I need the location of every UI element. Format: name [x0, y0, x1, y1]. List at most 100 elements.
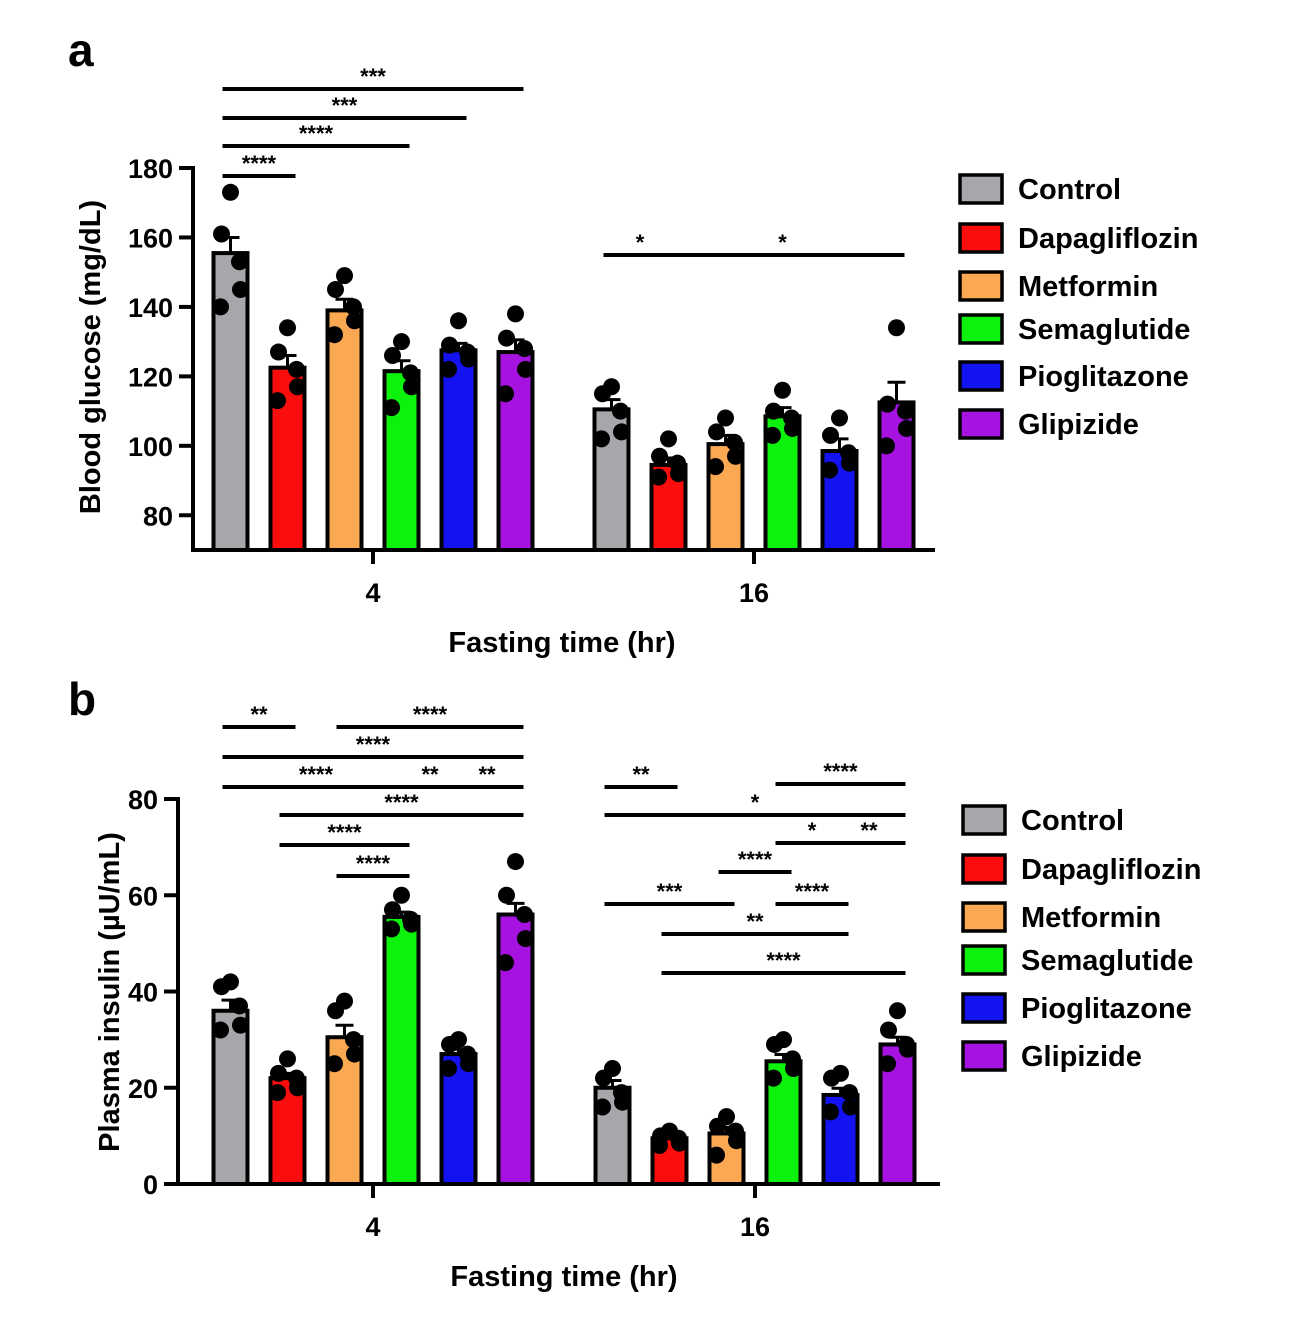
- significance-label: ****: [299, 762, 334, 787]
- data-point: [821, 461, 838, 479]
- bar: [325, 308, 364, 552]
- y-tick-label: 20: [128, 1074, 158, 1104]
- legend-label: Metformin: [1018, 271, 1158, 303]
- data-point: [383, 920, 400, 938]
- significance-label: **: [632, 762, 650, 787]
- x-axis-title: Fasting time (hr): [450, 1261, 677, 1293]
- significance-label: ****: [356, 732, 391, 757]
- data-point: [288, 360, 305, 378]
- data-point: [460, 1055, 477, 1073]
- significance-label: ****: [766, 948, 801, 973]
- bar: [439, 348, 478, 552]
- x-tick-label: 16: [740, 1212, 770, 1242]
- significance-label: ****: [356, 851, 391, 876]
- y-tick-label: 100: [128, 432, 173, 462]
- legend-label: Control: [1021, 805, 1124, 837]
- data-point: [289, 1079, 306, 1097]
- legend-swatch: [961, 901, 1007, 933]
- data-point: [384, 901, 401, 919]
- data-point: [660, 430, 677, 448]
- x-tick-label: 4: [365, 1212, 380, 1242]
- data-point: [232, 281, 249, 299]
- data-point: [289, 378, 306, 396]
- data-point: [346, 1045, 363, 1063]
- data-point: [595, 1069, 612, 1087]
- data-point: [213, 978, 230, 996]
- data-point: [707, 458, 724, 476]
- data-point: [327, 1002, 344, 1020]
- data-point: [879, 1055, 896, 1073]
- data-point: [517, 360, 534, 378]
- data-point: [774, 381, 791, 399]
- data-point: [403, 378, 420, 396]
- significance-label: **: [250, 702, 268, 727]
- bar: [496, 350, 535, 552]
- legend-swatch: [961, 944, 1007, 976]
- significance-label: ****: [327, 820, 362, 845]
- legend-label: Dapagliflozin: [1021, 854, 1201, 886]
- data-point: [393, 333, 410, 351]
- y-axis-title: Plasma insulin (µU/mL): [94, 832, 126, 1152]
- data-point: [650, 468, 667, 486]
- y-axis-title: Blood glucose (mg/dL): [75, 200, 107, 514]
- legend-label: Dapagliflozin: [1018, 223, 1198, 255]
- data-point: [212, 298, 229, 316]
- legend-swatch: [961, 853, 1007, 885]
- data-point: [709, 1117, 726, 1135]
- significance-label: **: [478, 762, 496, 787]
- data-point: [403, 915, 420, 933]
- y-tick-label: 120: [128, 362, 173, 392]
- legend-swatch: [958, 408, 1004, 440]
- data-point: [785, 1060, 802, 1077]
- data-point: [889, 1002, 906, 1020]
- data-point: [670, 465, 687, 483]
- data-point: [498, 886, 515, 904]
- data-point: [346, 312, 363, 330]
- data-point: [441, 336, 458, 354]
- data-point: [651, 1137, 668, 1154]
- legend-label: Glipizide: [1021, 1041, 1142, 1073]
- data-point: [613, 423, 630, 441]
- data-point: [717, 409, 734, 427]
- data-point: [842, 1098, 859, 1116]
- significance-label: ****: [823, 759, 858, 784]
- y-tick-label: 180: [128, 154, 173, 184]
- significance-label: ***: [332, 93, 358, 118]
- legend-swatch: [961, 1040, 1007, 1072]
- data-point: [440, 360, 457, 378]
- significance-label: ****: [738, 847, 773, 872]
- data-point: [879, 395, 896, 413]
- data-point: [384, 347, 401, 365]
- y-tick-label: 80: [128, 785, 158, 815]
- data-point: [231, 253, 248, 271]
- significance-label: ***: [657, 879, 683, 904]
- legend-label: Pioglitazone: [1018, 361, 1189, 393]
- data-point: [498, 329, 515, 347]
- legend-label: Pioglitazone: [1021, 993, 1192, 1025]
- data-point: [765, 402, 782, 420]
- panel-letter-a: a: [68, 24, 94, 76]
- data-point: [383, 399, 400, 417]
- data-point: [345, 298, 362, 316]
- data-point: [594, 385, 611, 403]
- legend-label: Semaglutide: [1018, 314, 1190, 346]
- data-point: [766, 1035, 783, 1053]
- data-point: [269, 1084, 286, 1102]
- y-tick-label: 140: [128, 293, 173, 323]
- data-point: [279, 1050, 296, 1068]
- x-tick-label: 4: [365, 578, 380, 608]
- data-point: [507, 305, 524, 323]
- legend-swatch: [958, 173, 1004, 205]
- y-tick-label: 0: [143, 1170, 158, 1200]
- data-point: [898, 419, 915, 437]
- data-point: [823, 1069, 840, 1087]
- data-point: [728, 1132, 745, 1150]
- data-point: [450, 312, 467, 330]
- data-point: [326, 1055, 343, 1073]
- data-point: [441, 1035, 458, 1053]
- data-point: [393, 886, 410, 904]
- data-point: [764, 426, 781, 444]
